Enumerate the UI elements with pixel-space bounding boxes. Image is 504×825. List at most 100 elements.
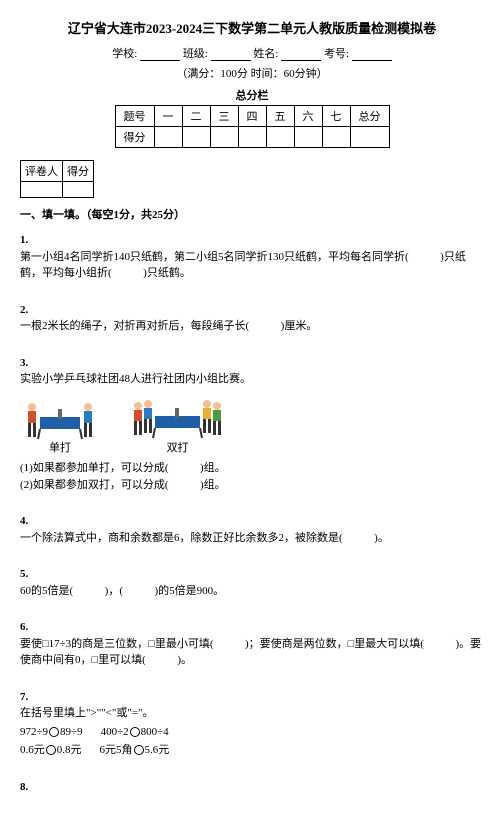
q7-circle[interactable] xyxy=(49,727,59,737)
q4-num: 4. xyxy=(20,513,484,530)
question-1: 1. 第一小组4名同学折140只纸鹤，第二小组5名同学折130只纸鹤，平均每名同… xyxy=(20,232,484,282)
score-col: 一 xyxy=(154,106,182,127)
illus-single: 单打 xyxy=(20,395,100,457)
pingpong-single-icon xyxy=(20,395,100,440)
question-7: 7. 在括号里填上">""<"或"="。 972÷9 89÷9 400÷2 800÷… xyxy=(20,689,484,759)
q3-text: 实验小学乒乓球社团48人进行社团内小组比赛。 xyxy=(20,371,484,388)
q1-num: 1. xyxy=(20,232,484,249)
q7-expr: 0.8元 xyxy=(57,744,82,756)
q7-expr: 800÷4 xyxy=(141,726,169,738)
q7-expr: 0.6元 xyxy=(20,744,45,756)
score-cell[interactable] xyxy=(294,127,322,148)
school-label: 学校: xyxy=(112,48,137,60)
q5-blank-2[interactable] xyxy=(126,585,152,597)
examid-label: 考号: xyxy=(324,48,349,60)
score-row-label: 得分 xyxy=(115,127,154,148)
grader-cell[interactable] xyxy=(21,182,63,198)
q7-expr: 6元5角 xyxy=(100,744,133,756)
q7-num: 7. xyxy=(20,689,484,706)
q4-text-a: 一个除法算式中，商和余数都是6，除数正好比余数多2，被除数是( xyxy=(20,532,343,544)
q3-blank-2[interactable] xyxy=(171,479,197,491)
q1-blank-2[interactable] xyxy=(114,267,140,279)
grader-cell[interactable] xyxy=(63,182,94,198)
score-row-label: 题号 xyxy=(115,106,154,127)
pingpong-double-icon xyxy=(130,392,225,440)
info-line: 学校: 班级: 姓名: 考号: xyxy=(20,45,484,61)
q2-blank[interactable] xyxy=(252,320,278,332)
score-cell[interactable] xyxy=(210,127,238,148)
score-col: 七 xyxy=(322,106,350,127)
illus-single-label: 单打 xyxy=(20,440,100,457)
class-blank[interactable] xyxy=(211,49,251,61)
q7-intro: 在括号里填上">""<"或"="。 xyxy=(20,705,484,722)
score-col: 三 xyxy=(210,106,238,127)
q6-blank-1[interactable] xyxy=(216,638,242,650)
section-1-title: 一、填一填。（每空1分，共25分） xyxy=(20,206,484,222)
question-2: 2. 一根2米长的绳子，对折再对折后，每段绳子长( )厘米。 xyxy=(20,302,484,335)
q4-text-b: )。 xyxy=(374,532,389,544)
sub-info: （满分：100分 时间：60分钟） xyxy=(20,65,484,81)
q7-circle[interactable] xyxy=(134,745,144,755)
score-table: 题号 一 二 三 四 五 六 七 总分 得分 xyxy=(115,105,390,148)
q7-expr: 5.6元 xyxy=(145,744,170,756)
q3-num: 3. xyxy=(20,355,484,372)
score-col: 六 xyxy=(294,106,322,127)
score-cell[interactable] xyxy=(266,127,294,148)
q6-blank-3[interactable] xyxy=(149,654,175,666)
grader-header: 评卷人 xyxy=(21,161,63,182)
question-5: 5. 60的5倍是( )，( )的5倍是900。 xyxy=(20,566,484,599)
q3-blank-1[interactable] xyxy=(171,462,197,474)
q8-num: 8. xyxy=(20,779,484,796)
class-label: 班级: xyxy=(183,48,208,60)
question-8: 8. xyxy=(20,779,484,796)
q6-text-b: )；要使商是两位数，□里最大可以填( xyxy=(245,638,424,650)
exam-title: 辽宁省大连市2023-2024三下数学第二单元人教版质量检测模拟卷 xyxy=(20,18,484,37)
q1-text-a: 第一小组4名同学折140只纸鹤，第二小组5名同学折130只纸鹤，平均每名同学折( xyxy=(20,251,409,263)
score-cell[interactable] xyxy=(154,127,182,148)
score-col: 四 xyxy=(238,106,266,127)
name-label: 姓名: xyxy=(253,48,278,60)
illus-double-label: 双打 xyxy=(130,440,225,457)
q1-text-c: )只纸鹤。 xyxy=(143,267,191,279)
q6-text-d: )。 xyxy=(177,654,192,666)
q5-text-c: )的5倍是900。 xyxy=(155,585,225,597)
q3-line1-b: )组。 xyxy=(200,462,226,474)
question-4: 4. 一个除法算式中，商和余数都是6，除数正好比余数多2，被除数是( )。 xyxy=(20,513,484,546)
q7-circle[interactable] xyxy=(46,745,56,755)
score-cell[interactable] xyxy=(182,127,210,148)
name-blank[interactable] xyxy=(281,49,321,61)
q4-blank[interactable] xyxy=(345,532,371,544)
q2-text-a: 一根2米长的绳子，对折再对折后，每段绳子长( xyxy=(20,320,249,332)
q6-blank-2[interactable] xyxy=(427,638,453,650)
score-header: 总分栏 xyxy=(20,87,484,103)
q7-row-2: 0.6元 0.8元 6元5角 5.6元 xyxy=(20,742,484,759)
q2-num: 2. xyxy=(20,302,484,319)
examid-blank[interactable] xyxy=(352,49,392,61)
score-col: 总分 xyxy=(350,106,389,127)
grader-header: 得分 xyxy=(63,161,94,182)
q7-circle[interactable] xyxy=(130,727,140,737)
school-blank[interactable] xyxy=(140,49,180,61)
q7-expr: 400÷2 xyxy=(101,726,129,738)
q2-text-b: )厘米。 xyxy=(281,320,318,332)
q6-text-a: 要使□17÷3的商是三位数，□里最小可填( xyxy=(20,638,214,650)
question-3: 3. 实验小学乒乓球社团48人进行社团内小组比赛。 xyxy=(20,355,484,494)
q7-row-1: 972÷9 89÷9 400÷2 800÷4 xyxy=(20,724,484,741)
q7-expr: 972÷9 xyxy=(20,726,48,738)
q3-illustration: 单打 xyxy=(20,392,484,457)
q1-blank-1[interactable] xyxy=(411,251,437,263)
q3-line2-a: (2)如果都参加双打，可以分成( xyxy=(20,479,169,491)
q5-num: 5. xyxy=(20,566,484,583)
grader-table: 评卷人 得分 xyxy=(20,160,94,198)
score-value-row: 得分 xyxy=(115,127,389,148)
score-cell[interactable] xyxy=(238,127,266,148)
q5-blank-1[interactable] xyxy=(76,585,102,597)
score-cell[interactable] xyxy=(322,127,350,148)
score-cell[interactable] xyxy=(350,127,389,148)
illus-double: 双打 xyxy=(130,392,225,457)
score-header-row: 题号 一 二 三 四 五 六 七 总分 xyxy=(115,106,389,127)
question-6: 6. 要使□17÷3的商是三位数，□里最小可填( )；要使商是两位数，□里最大可… xyxy=(20,619,484,669)
q5-text-b: )，( xyxy=(105,585,123,597)
score-col: 五 xyxy=(266,106,294,127)
q7-expr: 89÷9 xyxy=(60,726,83,738)
